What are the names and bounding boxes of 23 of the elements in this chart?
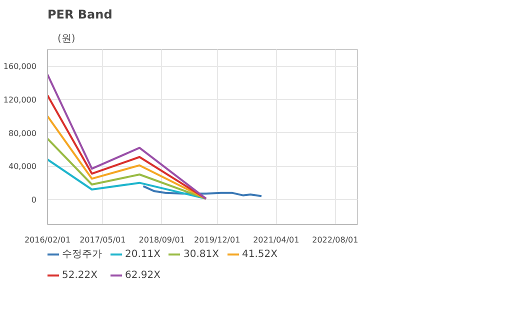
line-series [142, 185, 262, 198]
y-tick-label: 80,000 [8, 128, 37, 138]
legend-label: 수정주가 [62, 248, 102, 261]
x-tick-label: 2022/08/01 [312, 236, 358, 244]
y-tick-label: 0 [31, 196, 37, 204]
legend-label: 62.92X [125, 269, 160, 281]
chart-title: PER Band [48, 8, 112, 22]
legend-label: 30.81X [183, 248, 219, 260]
y-axis-title: (원) [58, 34, 76, 44]
line-series [48, 158, 208, 200]
y-tick-label: 40,000 [8, 162, 37, 172]
x-tick-label: 2021/04/01 [253, 236, 300, 244]
x-tick-label: 2016/02/01 [24, 236, 71, 244]
x-tick-label: 2017/05/01 [80, 236, 126, 244]
line-series [48, 115, 208, 200]
line-series [48, 74, 208, 200]
legend-label: 52.22X [62, 269, 98, 281]
legend-label: 20.11X [125, 248, 160, 260]
legend-label: 41.52X [242, 248, 278, 260]
x-tick-label: 2018/09/01 [138, 236, 185, 244]
x-tick-label: 2019/12/01 [194, 236, 240, 244]
y-tick-label: 120,000 [3, 96, 37, 104]
y-tick-label: 160,000 [3, 62, 37, 72]
